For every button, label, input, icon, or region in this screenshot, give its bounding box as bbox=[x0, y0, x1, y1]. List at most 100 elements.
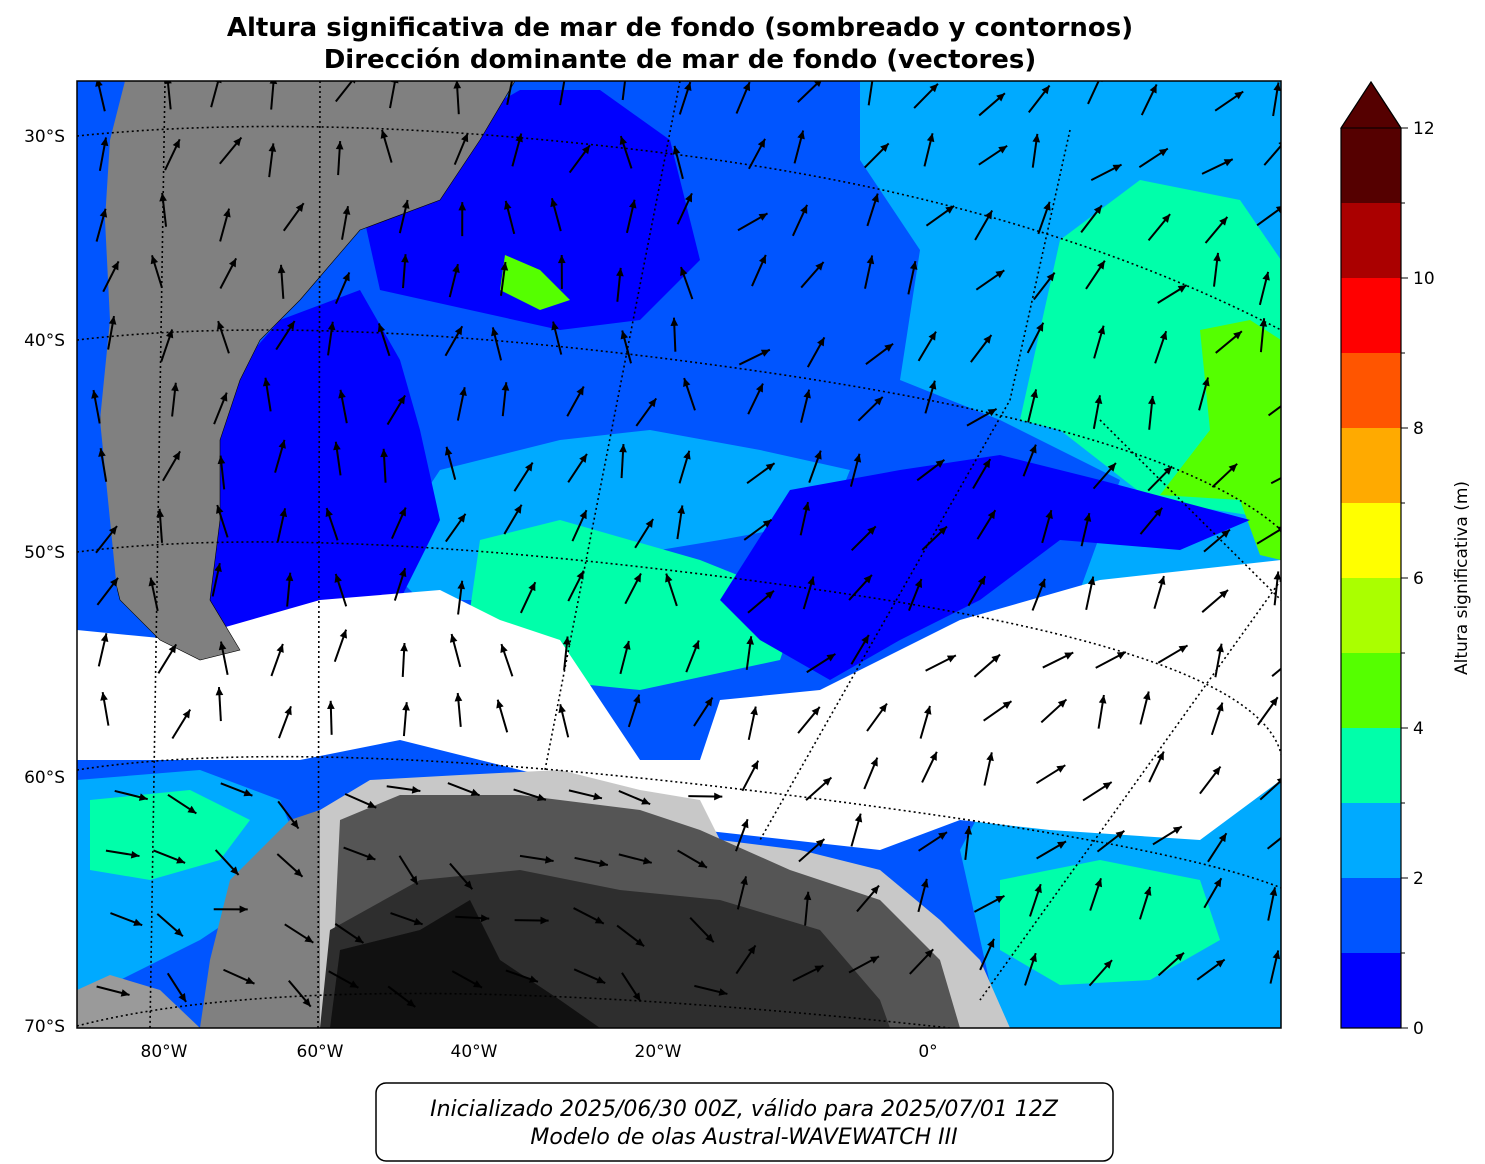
vector-head bbox=[550, 198, 558, 208]
vector-head bbox=[500, 262, 509, 271]
vector-head bbox=[861, 635, 869, 644]
vector-head bbox=[215, 687, 224, 696]
vector bbox=[1259, 779, 1281, 801]
vector-head bbox=[223, 208, 231, 218]
vector-head bbox=[1093, 205, 1102, 215]
vector-head bbox=[946, 655, 956, 663]
vector-head bbox=[863, 574, 872, 584]
vector-head bbox=[156, 508, 164, 518]
vector-head bbox=[401, 200, 410, 209]
lat-label: 30°S bbox=[24, 127, 65, 147]
vector-head bbox=[349, 980, 359, 988]
vector-head bbox=[870, 956, 880, 964]
vector-head bbox=[579, 510, 587, 520]
vector-head bbox=[1269, 697, 1278, 707]
vector-head bbox=[998, 145, 1008, 154]
vector-head bbox=[924, 705, 932, 715]
vector-head bbox=[342, 206, 351, 215]
vector-head bbox=[628, 199, 637, 209]
vector-head bbox=[558, 704, 566, 714]
vector-head bbox=[677, 505, 685, 515]
swell-region bbox=[77, 81, 125, 620]
vector-head bbox=[335, 141, 344, 150]
vector-head bbox=[182, 709, 191, 719]
vector-head bbox=[683, 450, 691, 460]
vector-head bbox=[987, 510, 996, 520]
vector-head bbox=[1262, 271, 1270, 281]
vector-head bbox=[1175, 952, 1184, 962]
vector-head bbox=[262, 377, 271, 387]
vector-head bbox=[815, 261, 824, 271]
vector-head bbox=[1002, 701, 1012, 709]
vector-head bbox=[148, 577, 157, 587]
vector-head bbox=[1159, 331, 1168, 341]
ice-shelf bbox=[330, 900, 600, 1028]
vector-head bbox=[1228, 463, 1238, 473]
vector-head bbox=[327, 700, 335, 710]
vector-head bbox=[616, 267, 624, 277]
vector-head bbox=[334, 573, 342, 583]
vector-head bbox=[401, 254, 409, 263]
vector-head bbox=[286, 320, 295, 330]
vector-head bbox=[411, 786, 421, 794]
vector-head bbox=[377, 323, 386, 333]
vector-head bbox=[1269, 887, 1278, 897]
lat-label: 50°S bbox=[24, 543, 65, 563]
vector-head bbox=[924, 949, 934, 958]
vector-head bbox=[413, 917, 423, 926]
vector bbox=[559, 81, 566, 106]
vector-head bbox=[217, 455, 226, 465]
vector-head bbox=[491, 327, 499, 337]
vector-head bbox=[760, 349, 770, 357]
vector-head bbox=[635, 938, 645, 947]
vector-head bbox=[540, 916, 549, 925]
vector bbox=[210, 81, 220, 108]
vector-head bbox=[1216, 643, 1224, 653]
vector-head bbox=[814, 450, 822, 460]
vector-head bbox=[762, 519, 772, 528]
swell-region bbox=[1000, 860, 1220, 985]
colorbar-tick-label: 0 bbox=[1413, 1019, 1424, 1039]
vector-head bbox=[277, 264, 286, 274]
vector-head bbox=[457, 580, 466, 590]
vector-head bbox=[1234, 91, 1244, 100]
vector-head bbox=[802, 502, 811, 511]
vector bbox=[1271, 667, 1281, 677]
vector-head bbox=[854, 813, 863, 823]
swell-vectors bbox=[91, 81, 1281, 1008]
vector-head bbox=[1216, 702, 1224, 712]
vector-head bbox=[1038, 578, 1046, 588]
colorbar-label: Altura significativa (m) bbox=[1452, 481, 1472, 675]
vector-head bbox=[995, 270, 1005, 279]
vector-head bbox=[594, 916, 604, 924]
vector-head bbox=[741, 819, 749, 829]
vector-head bbox=[233, 137, 242, 147]
vector-head bbox=[150, 255, 159, 265]
vector-head bbox=[945, 205, 955, 214]
vector-head bbox=[672, 145, 681, 155]
vector-head bbox=[740, 876, 748, 886]
vector-head bbox=[757, 138, 766, 148]
colorbar-band bbox=[1341, 428, 1401, 503]
colorbar-frame bbox=[1340, 80, 1402, 1029]
vector-head bbox=[596, 976, 606, 984]
vector-head bbox=[871, 193, 879, 203]
vector-head bbox=[870, 885, 880, 895]
sea-ice bbox=[77, 560, 1281, 850]
vector-head bbox=[1163, 466, 1173, 475]
colorbar-band bbox=[1341, 503, 1401, 578]
vector-head bbox=[884, 343, 894, 352]
colorbar-extend bbox=[1340, 81, 1402, 129]
vector-head bbox=[98, 448, 106, 457]
vector-head bbox=[1107, 462, 1116, 472]
vector-head bbox=[1212, 766, 1221, 776]
vector-head bbox=[576, 386, 584, 396]
colorbar-band bbox=[1341, 278, 1401, 353]
vector-head bbox=[459, 387, 467, 396]
vector-head bbox=[399, 568, 407, 578]
vector-head bbox=[100, 633, 109, 643]
vector-head bbox=[537, 793, 546, 802]
vector-head bbox=[704, 697, 713, 707]
lon-label: 0° bbox=[918, 1042, 937, 1062]
vector-head bbox=[665, 573, 673, 583]
